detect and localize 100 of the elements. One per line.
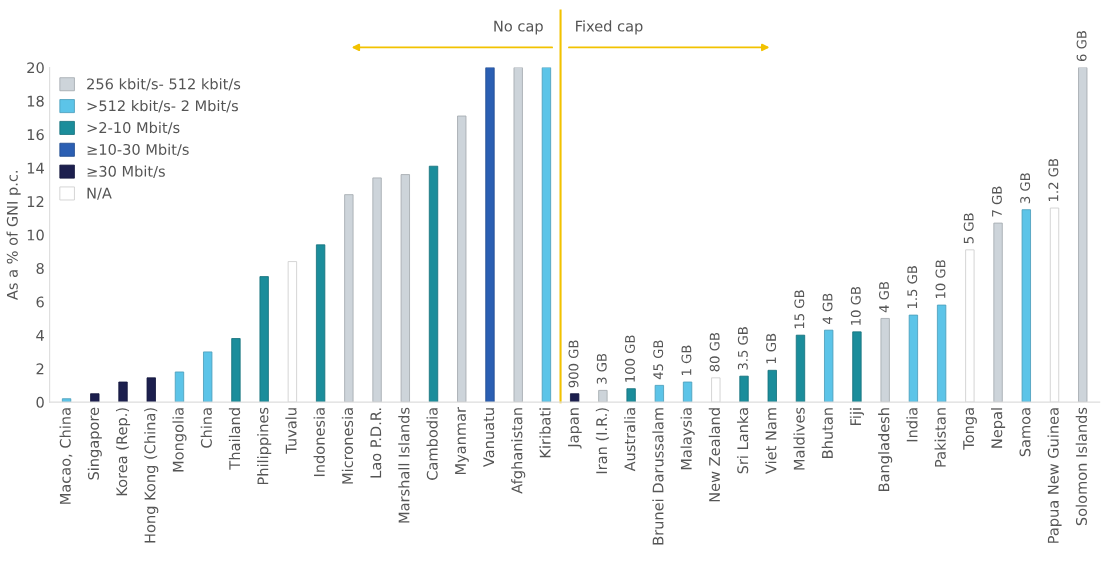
bar	[965, 249, 975, 403]
bar	[231, 338, 241, 403]
x-tick-label: Australia	[624, 408, 636, 472]
x-tick-label: Malaysia	[680, 408, 695, 470]
x-tick-label: Japan	[568, 408, 582, 449]
annotation: 10 GB	[935, 260, 946, 299]
legend-label: ≥10-30 Mbit/s	[87, 143, 189, 157]
x-tick-label: Myanmar	[455, 406, 469, 475]
x-tick-label: Sri Lanka	[736, 408, 749, 474]
text: Fixed cap	[576, 20, 643, 35]
bar	[315, 244, 326, 403]
annotation: 4 GB	[879, 281, 889, 313]
annotation: 6 GB	[1076, 31, 1087, 62]
x-tick-label: Nepal	[991, 408, 1006, 448]
y-tick-label: 10	[27, 229, 44, 241]
x-tick-label: Tuvalu	[285, 408, 297, 454]
y-tick-label: 16	[27, 129, 44, 141]
annotation: 900 GB	[568, 340, 579, 388]
bar	[626, 388, 636, 403]
x-tick-label: Maldives	[793, 407, 805, 470]
x-tick-label: Solomon Islands	[1075, 407, 1087, 526]
bar	[428, 165, 439, 403]
bar	[682, 381, 693, 403]
x-tick-label: Pakistan	[934, 408, 946, 467]
bar	[541, 67, 552, 403]
bar	[880, 318, 890, 403]
bar	[485, 67, 495, 403]
bar	[372, 177, 382, 403]
bar	[203, 351, 213, 403]
bar	[598, 389, 608, 403]
x-tick-label: New Zealand	[708, 408, 721, 502]
x-tick-label: Kiribati	[539, 408, 551, 458]
x-tick-label: Viet Nam	[765, 408, 777, 474]
y-tick-label: 20	[27, 62, 44, 74]
annotation: 4 GB	[822, 293, 833, 324]
x-tick-label: China	[200, 408, 212, 448]
bar	[118, 381, 128, 403]
x-tick-label: Hong Kong (China)	[144, 408, 159, 543]
y-tick-label: 8	[36, 262, 44, 275]
annotation: 7 GB	[991, 186, 1002, 217]
bar	[1078, 67, 1088, 403]
x-tick-label: Afghanistan	[511, 408, 526, 494]
bar	[400, 174, 410, 403]
x-tick-label: Vanuatu	[483, 408, 495, 468]
legend-label: N/A	[87, 187, 112, 200]
annotation: 80 GB	[709, 332, 720, 372]
bar	[824, 329, 834, 403]
y-tick-label: 14	[27, 162, 44, 174]
bar	[513, 67, 523, 403]
y-axis-title: As a % of GNI p.c.	[6, 171, 21, 301]
bar	[795, 334, 806, 403]
legend-label: >512 kbit/s- 2 Mbit/s	[87, 100, 238, 113]
bar	[711, 377, 721, 403]
legend-label: >2-10 Mbit/s	[87, 121, 180, 135]
bar	[90, 393, 100, 403]
bar	[570, 393, 580, 403]
bar	[344, 194, 354, 403]
bar	[174, 371, 185, 403]
y-tick-label: 12	[27, 196, 44, 207]
x-tick-label: Korea (Rep.)	[115, 408, 131, 496]
annotation: 15 GB	[794, 290, 805, 329]
text: No cap	[494, 20, 543, 35]
x-tick-label: Singapore	[87, 407, 102, 480]
x-tick-label: Tonga	[963, 408, 977, 450]
x-tick-label: Mongolia	[172, 408, 187, 472]
annotation: 5 GB	[963, 213, 974, 244]
x-tick-label: Lao P.D.R.	[370, 408, 382, 478]
x-tick-label: Bhutan	[821, 408, 833, 458]
annotation: 1.2 GB	[1048, 158, 1059, 202]
y-tick-label: 18	[27, 95, 44, 107]
annotation: 10 GB	[850, 286, 861, 325]
y-tick-label: 4	[36, 330, 44, 341]
annotation: 1 GB	[766, 333, 777, 364]
bar	[287, 261, 298, 403]
annotation: 3 GB	[596, 353, 607, 384]
x-tick-label: Macao, China	[59, 408, 73, 504]
x-tick-label: Papua New Guinea	[1047, 408, 1062, 543]
x-tick-label: Samoa	[1019, 408, 1031, 457]
x-tick-label: Cambodia	[426, 408, 438, 480]
x-tick-label: India	[906, 408, 918, 442]
bar	[936, 304, 947, 403]
x-tick-label: Philippines	[257, 407, 272, 485]
annotation: 1 GB	[681, 345, 692, 376]
x-tick-label: Marshall Islands	[398, 407, 410, 523]
bar	[767, 369, 777, 403]
annotation: 1.5 GB	[907, 266, 918, 309]
bar	[146, 377, 156, 403]
annotation: 3 GB	[1020, 173, 1031, 204]
x-tick-label: Iran (I.R.)	[595, 408, 609, 474]
bar	[259, 276, 269, 403]
bar	[457, 115, 467, 403]
bar	[1021, 209, 1031, 403]
y-tick-label: 6	[36, 296, 44, 308]
x-tick-label: Bangladesh	[878, 408, 893, 492]
bar	[654, 384, 664, 403]
annotation: 3.5 GB	[737, 327, 748, 370]
x-tick-label: Micronesia	[341, 408, 354, 484]
y-tick-label: 0	[36, 396, 44, 408]
x-tick-label: Brunei Darussalam	[652, 408, 664, 545]
bar	[739, 375, 749, 403]
